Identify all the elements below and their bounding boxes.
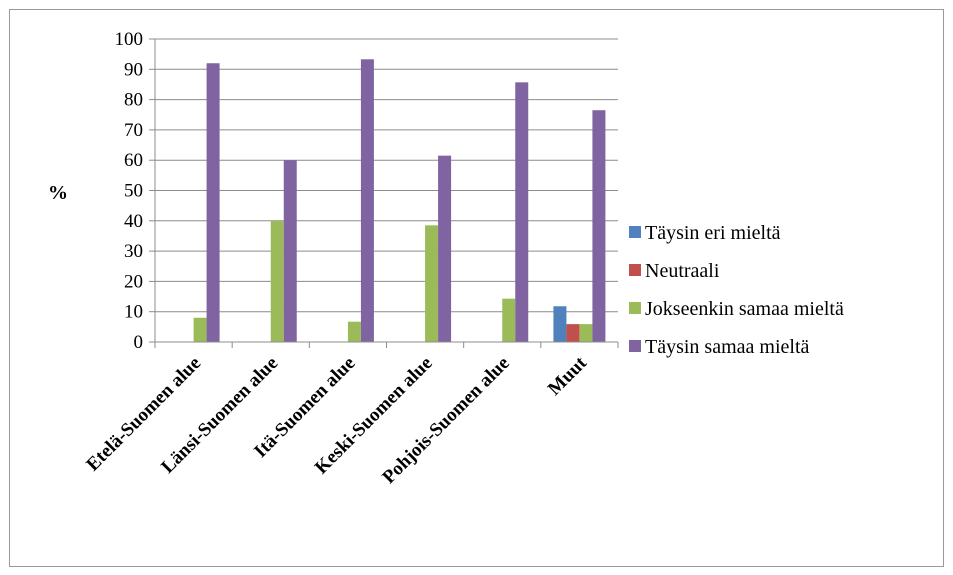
legend: Täysin eri mieltä Neutraali Jokseenkin sam…: [629, 222, 844, 358]
legend-swatch: [629, 340, 641, 352]
y-tick-label: 0: [134, 332, 144, 353]
y-tick-label: 50: [124, 181, 143, 202]
legend-swatch: [629, 226, 641, 238]
y-tick-label: 60: [124, 150, 143, 171]
y-tick-label: 90: [124, 59, 143, 80]
bar: [438, 155, 452, 342]
legend-label: Jokseenkin samaa mieltä: [645, 298, 844, 320]
legend-swatch: [629, 302, 641, 314]
y-tick-label: 100: [115, 29, 144, 50]
x-tick-label: Muut: [544, 352, 591, 399]
bar: [347, 321, 361, 342]
bar: [502, 298, 516, 342]
bar: [515, 82, 529, 342]
legend-label: Neutraali: [645, 260, 720, 282]
legend-label: Täysin eri mieltä: [645, 222, 781, 244]
bar: [193, 317, 207, 342]
chart-frame: [9, 9, 944, 567]
bar: [592, 110, 606, 342]
y-tick-label: 70: [124, 120, 143, 141]
bar: [283, 160, 297, 342]
bar: [206, 63, 220, 343]
bars: [193, 59, 606, 343]
y-axis-label: %: [48, 182, 68, 204]
y-tick-label: 20: [124, 271, 143, 292]
y-tick-label: 30: [124, 241, 143, 262]
legend-label: Täysin samaa mieltä: [645, 336, 810, 358]
bar: [553, 306, 567, 342]
y-tick-label: 10: [124, 302, 143, 323]
y-tick-labels: 0 10 20 30 40 50 60 70 80 90 100: [115, 29, 144, 353]
bar: [425, 225, 439, 342]
axes: [149, 38, 619, 348]
y-tick-label: 80: [124, 90, 143, 111]
x-tick-label: Pohjois-Suomen alue: [378, 353, 513, 488]
legend-swatch: [629, 264, 641, 276]
bar: [579, 324, 593, 342]
bar: [270, 220, 284, 342]
gridlines: [155, 38, 618, 313]
bar: [566, 324, 580, 342]
y-tick-label: 40: [124, 211, 143, 232]
bar: [360, 59, 374, 343]
